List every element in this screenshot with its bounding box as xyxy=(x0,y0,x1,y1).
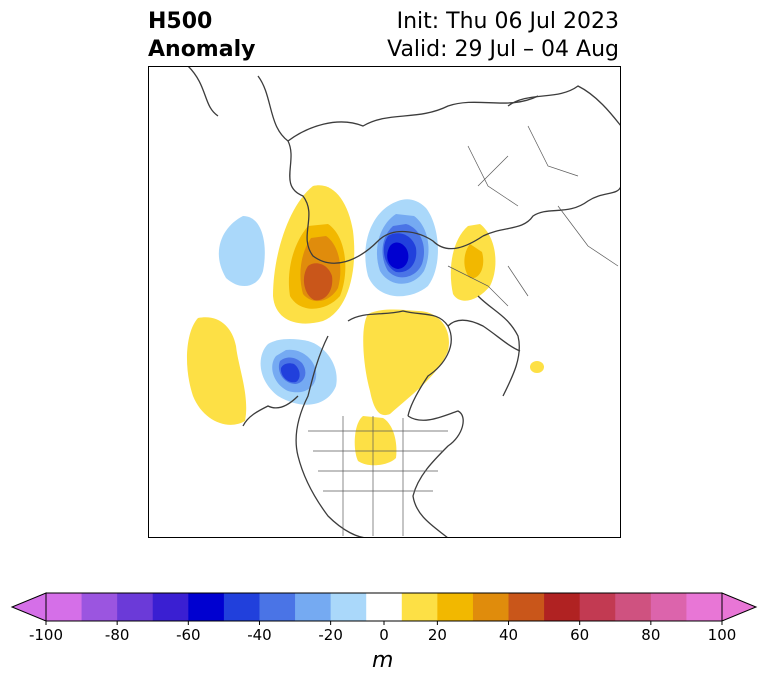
variable-label: H500 xyxy=(148,9,213,34)
positive-anomaly-scandinavia xyxy=(450,224,496,301)
positive-anomaly-pacific-south xyxy=(186,317,247,425)
init-label: Init: Thu 06 Jul 2023 xyxy=(396,9,619,34)
colorbar-segment xyxy=(686,593,723,621)
negative-anomaly-arctic xyxy=(365,199,438,297)
coastlines xyxy=(187,66,621,538)
colorbar-unit-label: m xyxy=(372,648,394,673)
colorbar-segment xyxy=(366,593,403,621)
colorbar-tick-label: 100 xyxy=(707,626,737,644)
colorbar-tick-label: -100 xyxy=(28,626,64,644)
colorbar-tick-label: 80 xyxy=(641,626,661,644)
colorbar-tick-label: 40 xyxy=(498,626,519,644)
colorbar-segment xyxy=(437,593,474,621)
plot-title-right: Init: Thu 06 Jul 2023 Valid: 29 Jul – 04… xyxy=(387,8,619,64)
colorbar-segment xyxy=(544,593,581,621)
positive-anomaly-atlantic xyxy=(530,361,544,373)
plot-title-left: H500 Anomaly xyxy=(148,8,255,64)
colorbar-segment xyxy=(46,593,83,621)
colorbar-segment xyxy=(650,593,687,621)
negative-anomaly-pacific-west xyxy=(218,216,265,287)
colorbar-segment xyxy=(579,593,616,621)
positive-anomaly-canadian-arctic xyxy=(363,309,449,416)
colorbar-segment xyxy=(472,593,510,621)
political-borders xyxy=(308,125,619,536)
colorbar-segment xyxy=(117,593,154,621)
anomaly-map xyxy=(148,66,621,538)
colorbar-tick-label: -40 xyxy=(247,626,272,644)
colorbar-segment xyxy=(152,593,189,621)
colorbar-segment xyxy=(81,593,118,621)
colorbar-segment xyxy=(508,593,545,621)
field-label: Anomaly xyxy=(148,37,256,62)
colorbar xyxy=(10,592,758,625)
colorbar-tick-label: 60 xyxy=(570,626,590,644)
colorbar-tick-label: -20 xyxy=(318,626,343,644)
colorbar-segment xyxy=(223,593,260,621)
colorbar-tick-label: 0 xyxy=(379,626,389,644)
colorbar-segment xyxy=(259,593,296,621)
colorbar-segment xyxy=(330,593,367,621)
colorbar-tick-label: 20 xyxy=(427,626,447,644)
colorbar-over-arrow xyxy=(721,592,758,622)
colorbar-segment xyxy=(188,593,225,621)
colorbar-tick-label: -60 xyxy=(176,626,201,644)
anomaly-fills xyxy=(186,185,544,466)
colorbar-segment xyxy=(401,593,438,621)
colorbar-under-arrow xyxy=(10,592,47,622)
valid-label: Valid: 29 Jul – 04 Aug xyxy=(387,37,619,62)
positive-anomaly-central-us xyxy=(354,416,397,466)
colorbar-tick-label: -80 xyxy=(104,626,130,644)
colorbar-segment xyxy=(615,593,652,621)
negative-anomaly-gulf-of-alaska xyxy=(260,339,337,405)
colorbar-segment xyxy=(295,593,332,621)
